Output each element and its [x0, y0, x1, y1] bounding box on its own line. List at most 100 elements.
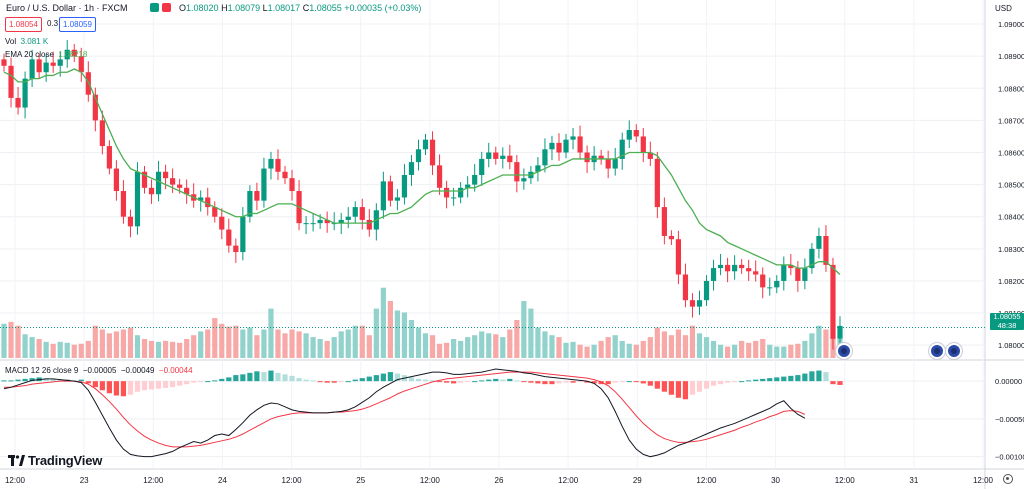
candle-body	[703, 280, 710, 301]
current-price-tag: 1.08055 48:38	[990, 312, 1024, 330]
macd-histogram-bar	[626, 381, 632, 383]
time-tick-label: 12:00	[282, 476, 303, 485]
candle-body	[15, 97, 21, 108]
macd-histogram-bar	[647, 381, 653, 386]
volume-bar	[310, 337, 316, 358]
macd-histogram-bar	[296, 378, 302, 382]
tradingview-logo[interactable]: TradingView	[8, 453, 102, 468]
event-flag-icon[interactable]	[836, 343, 852, 359]
candle-body	[436, 165, 443, 188]
candle-body	[99, 120, 105, 147]
candle-body	[29, 59, 35, 79]
sell-button[interactable]: 1.08054	[5, 17, 42, 32]
macd-histogram-bar	[605, 381, 611, 385]
volume-bar	[598, 340, 604, 358]
price-tick-label: 1.08700	[998, 116, 1024, 125]
volume-value: 3.081 K	[20, 37, 49, 46]
macd-histogram-bar	[219, 378, 225, 382]
close-label: C	[302, 3, 310, 13]
volume-bar	[324, 340, 330, 358]
time-tick-label: 26	[495, 476, 504, 485]
event-flag-icon[interactable]	[946, 343, 962, 359]
candle-body	[106, 146, 112, 169]
macd-histogram-bar	[823, 372, 829, 382]
macd-histogram-bar	[535, 381, 541, 384]
event-flag-icon[interactable]	[929, 343, 945, 359]
candle-body	[556, 142, 562, 153]
macd-histogram-bar	[781, 376, 787, 382]
candle-body	[247, 191, 253, 217]
time-tick-label: 12:00	[973, 476, 994, 485]
volume-bar	[8, 321, 14, 358]
change-value: +0.00035 (+0.03%)	[344, 3, 422, 13]
candle-body	[626, 130, 632, 140]
macd-histogram-bar	[394, 373, 401, 382]
candle-body	[816, 235, 822, 249]
macd-histogram-bar	[359, 378, 365, 382]
candle-body	[92, 94, 98, 121]
macd-histogram-bar	[514, 380, 520, 382]
macd-histogram-bar	[654, 381, 660, 389]
candle-body	[465, 184, 471, 188]
volume-bar	[739, 340, 745, 358]
macd-histogram-bar	[696, 381, 703, 392]
volume-bar	[71, 344, 77, 358]
volume-bar	[338, 331, 344, 358]
volume-bar	[401, 312, 408, 358]
ema-label: EMA 20 close	[5, 50, 54, 59]
candle-body	[78, 56, 84, 73]
candle-body	[394, 197, 401, 201]
ema-legend[interactable]: EMA 20 close 1.08218	[5, 50, 87, 59]
volume-bar	[366, 335, 372, 358]
macd-histogram-bar	[703, 381, 710, 389]
volume-legend[interactable]: Vol 3.081 K	[5, 37, 48, 46]
candle-body	[774, 280, 780, 288]
macd-histogram-bar	[113, 381, 120, 396]
symbol-title[interactable]: Euro / U.S. Dollar · 1h · FXCM	[6, 3, 128, 13]
volume-bar	[233, 325, 239, 358]
candle-body	[732, 264, 738, 272]
settings-gear-icon[interactable]	[1003, 474, 1013, 484]
candle-body	[521, 178, 527, 182]
macd-histogram-bar	[584, 381, 590, 383]
macd-histogram-bar	[563, 381, 569, 383]
volume-bar	[177, 342, 183, 358]
macd-tick-label: 0.00000	[995, 377, 1022, 386]
volume-bar	[429, 335, 436, 358]
macd-histogram-bar	[148, 381, 155, 390]
buy-button[interactable]: 1.08059	[59, 17, 96, 32]
volume-bar	[486, 333, 492, 358]
volume-bar	[816, 325, 822, 358]
macd-histogram-bar	[837, 381, 843, 385]
volume-bar	[556, 337, 562, 358]
currency-label[interactable]: USD	[995, 4, 1012, 13]
macd-histogram-bar	[795, 375, 801, 382]
volume-bar	[493, 334, 499, 358]
volume-bar	[774, 346, 780, 358]
candle-body	[261, 168, 267, 201]
candle-body	[324, 219, 330, 224]
high-value: 1.08079	[227, 3, 261, 13]
candle-body	[809, 248, 815, 269]
time-tick-label: 23	[80, 476, 89, 485]
candle-body	[612, 158, 618, 169]
macd-histogram-bar	[724, 381, 731, 383]
time-tick-label: 25	[356, 476, 365, 485]
candle-body	[422, 139, 429, 150]
macd-histogram-bar	[809, 371, 815, 382]
candle-body	[493, 152, 499, 159]
macd-label: MACD 12 26 close 9	[5, 366, 79, 375]
candle-body	[148, 187, 155, 195]
candle-body	[577, 136, 583, 153]
candle-body	[802, 268, 808, 281]
volume-bar	[809, 333, 815, 358]
macd-histogram-bar	[366, 376, 372, 382]
volume-bar	[696, 333, 703, 358]
price-tick-label: 1.08600	[998, 148, 1024, 157]
volume-bar	[717, 344, 724, 358]
macd-legend[interactable]: MACD 12 26 close 9 −0.00005 −0.00049 −0.…	[5, 366, 193, 375]
volume-bar	[528, 308, 534, 358]
price-tick-label: 1.08200	[998, 277, 1024, 286]
price-tick-label: 1.09000	[998, 20, 1024, 29]
